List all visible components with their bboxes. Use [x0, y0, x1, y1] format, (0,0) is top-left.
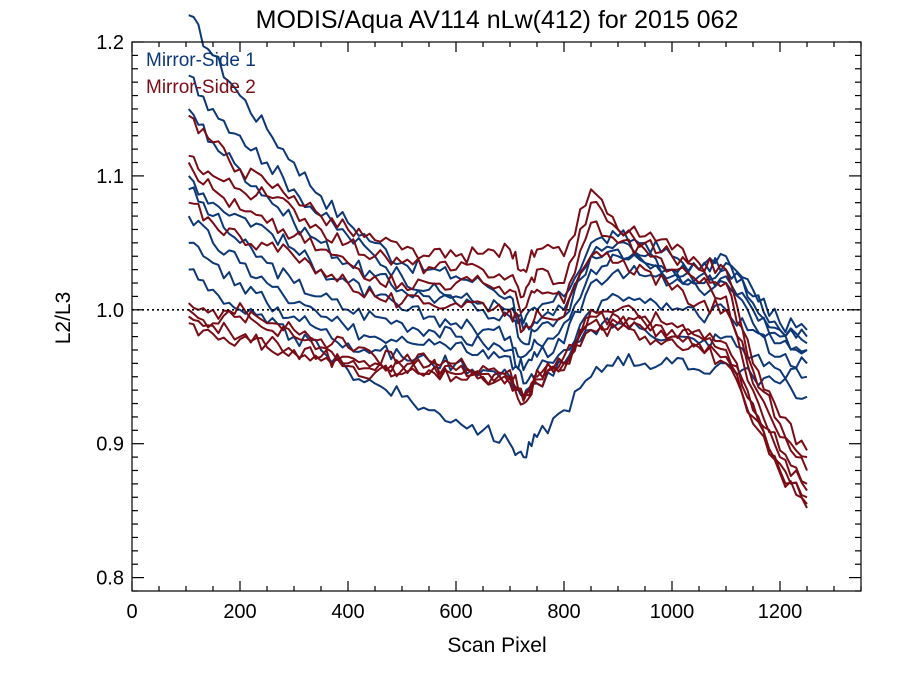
- x-tick-label: 0: [126, 601, 137, 623]
- x-tick-label: 600: [439, 601, 472, 623]
- x-tick-label: 800: [547, 601, 580, 623]
- axis-ticks: [131, 41, 862, 592]
- series-line-ms2-3: [187, 162, 808, 471]
- series-line-ms1-5: [188, 186, 808, 372]
- series-line-ms2-1: [188, 114, 808, 451]
- x-axis-label: Scan Pixel: [447, 634, 546, 657]
- legend-entry-mirror-side-2: Mirror-Side 2: [146, 77, 256, 98]
- x-tick-label: 400: [331, 601, 364, 623]
- series-line-ms2-6: [188, 302, 808, 499]
- y-tick-label: 1.2: [96, 32, 124, 54]
- x-tick-label: 200: [223, 601, 256, 623]
- chart-title: MODIS/Aqua AV114 nLw(412) for 2015 062: [256, 6, 739, 34]
- series-line-ms2-7: [188, 315, 808, 505]
- plot-lines: [187, 14, 808, 509]
- legend-entry-mirror-side-1: Mirror-Side 1: [146, 50, 256, 71]
- series-line-ms1-2: [188, 74, 808, 339]
- y-tick-label: 1.0: [96, 300, 124, 322]
- series-line-ms1-6: [187, 215, 808, 385]
- series-line-ms2-8: [188, 322, 808, 509]
- y-tick-label: 1.1: [96, 166, 124, 188]
- x-tick-label: 1200: [758, 601, 803, 623]
- tick-labels: 0 200 400 600 800 1000 1200 0.8 0.9 1.0 1.1 1.2: [96, 32, 802, 623]
- series-line-ms2-2: [188, 154, 808, 459]
- legend: Mirror-Side 1 Mirror-Side 2: [146, 50, 256, 98]
- y-tick-label: 0.8: [96, 568, 124, 590]
- x-tick-label: 1000: [650, 601, 695, 623]
- series-line-ms2-4: [188, 201, 808, 485]
- series-line-ms2-5: [188, 302, 808, 492]
- y-tick-label: 0.9: [96, 434, 124, 456]
- y-axis-label: L2/L3: [52, 292, 75, 345]
- plot-frame: [131, 41, 862, 592]
